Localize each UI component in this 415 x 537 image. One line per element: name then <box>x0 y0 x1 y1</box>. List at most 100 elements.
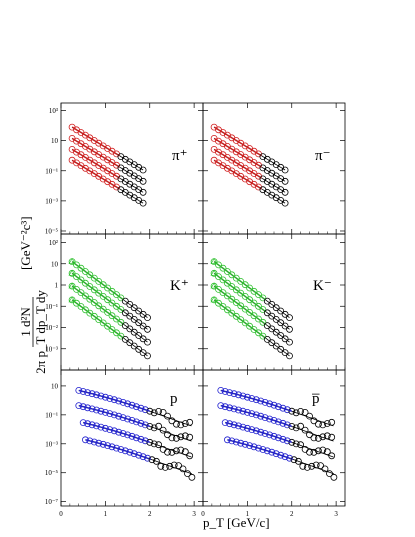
panel-5: 0 1 2 3 p̅ <box>201 369 346 518</box>
data-point <box>232 299 240 306</box>
data-point <box>124 431 131 439</box>
data-point <box>250 312 258 320</box>
data-point <box>321 465 329 473</box>
data-point <box>90 299 98 306</box>
data-point <box>104 308 111 316</box>
data-point <box>113 302 120 310</box>
data-point <box>246 322 254 330</box>
model-fit-curve <box>213 126 261 156</box>
data-point <box>144 314 151 322</box>
data-point <box>272 328 280 336</box>
data-point <box>290 456 298 464</box>
data-point <box>90 312 98 320</box>
data-point <box>121 322 129 330</box>
y-tick-label: 10⁻⁵ <box>45 469 59 477</box>
data-point <box>99 319 107 327</box>
data-point <box>314 447 322 455</box>
data-point <box>117 332 125 340</box>
model-fit-curve <box>213 299 266 339</box>
data-point <box>139 453 147 461</box>
data-point <box>268 339 276 347</box>
data-point <box>144 454 151 462</box>
data-point <box>121 335 129 343</box>
data-point <box>186 433 194 441</box>
data-point <box>274 434 282 442</box>
data-point <box>286 352 293 360</box>
data-point <box>144 352 151 360</box>
data-point <box>288 407 296 415</box>
x-tick-label: 0 <box>201 510 205 518</box>
data-point <box>286 314 293 322</box>
data-point <box>219 289 227 297</box>
data-point <box>141 437 149 445</box>
data-point <box>294 457 302 465</box>
data-point <box>268 325 276 333</box>
data-point <box>306 448 313 456</box>
data-point <box>82 292 89 300</box>
data-point <box>113 315 120 323</box>
data-point <box>323 420 331 427</box>
data-point <box>150 409 158 417</box>
data-point <box>90 286 98 294</box>
data-point <box>232 312 240 320</box>
data-point <box>279 419 287 427</box>
data-point <box>297 441 305 449</box>
panel-2: 10² 10 1 10⁻¹ 10⁻² 10⁻³ K⁺ <box>45 233 204 371</box>
data-point <box>237 302 245 310</box>
data-point <box>119 398 127 406</box>
data-point <box>303 463 311 471</box>
data-point <box>126 448 134 456</box>
y-axis-label: 1 d²N 2π p_T dp_T dy [GeV⁻²c³] <box>18 216 48 374</box>
data-point <box>259 332 267 340</box>
particle-label: K⁻ <box>313 278 332 294</box>
data-point <box>268 448 276 456</box>
y-axis-label-unit: [GeV⁻²c³] <box>18 216 33 270</box>
data-point-triangle <box>68 282 76 289</box>
data-point <box>126 339 134 347</box>
data-point <box>310 448 318 456</box>
data-point <box>159 426 167 434</box>
data-point <box>310 417 318 425</box>
model-fit-curve <box>213 272 266 312</box>
data-point <box>288 422 296 430</box>
data-point <box>90 274 98 282</box>
y-tick-label: 10⁻² <box>45 324 58 332</box>
data-point <box>241 292 249 300</box>
model-fit-curve <box>213 137 261 167</box>
data-point <box>281 188 289 196</box>
data-point <box>319 446 327 454</box>
data-point <box>95 277 103 285</box>
data-point <box>144 325 151 333</box>
data-point <box>141 421 149 429</box>
data-point <box>219 276 227 284</box>
data-point <box>250 287 258 295</box>
data-point <box>259 318 267 326</box>
model-fit-curve <box>213 285 266 325</box>
data-point <box>326 470 333 478</box>
data-point <box>139 310 147 318</box>
x-tick-label: 3 <box>334 510 338 518</box>
panel-0: 10³ 10 10⁻¹ 10⁻³ 10⁻⁵ π⁺ <box>45 102 204 235</box>
data-point <box>135 332 143 339</box>
y-tick-label: 10⁻³ <box>45 345 58 353</box>
data-point <box>283 406 291 414</box>
model-fit-curve <box>71 260 124 300</box>
data-point <box>232 274 240 282</box>
data-point <box>164 412 171 420</box>
data-point <box>73 299 80 307</box>
data-point <box>139 335 147 343</box>
data-point <box>255 302 262 310</box>
data-point <box>139 188 147 196</box>
data-point <box>126 300 134 308</box>
data-point <box>113 291 120 299</box>
panel-1: π⁻ <box>202 102 346 235</box>
data-point <box>286 338 293 346</box>
data-point <box>281 335 289 343</box>
model-fit-curve <box>71 285 124 325</box>
data-point <box>279 435 287 443</box>
y-tick-label: 10² <box>49 239 58 247</box>
data-point <box>281 310 289 318</box>
model-fit-curve <box>213 260 266 300</box>
data-point <box>259 294 267 302</box>
